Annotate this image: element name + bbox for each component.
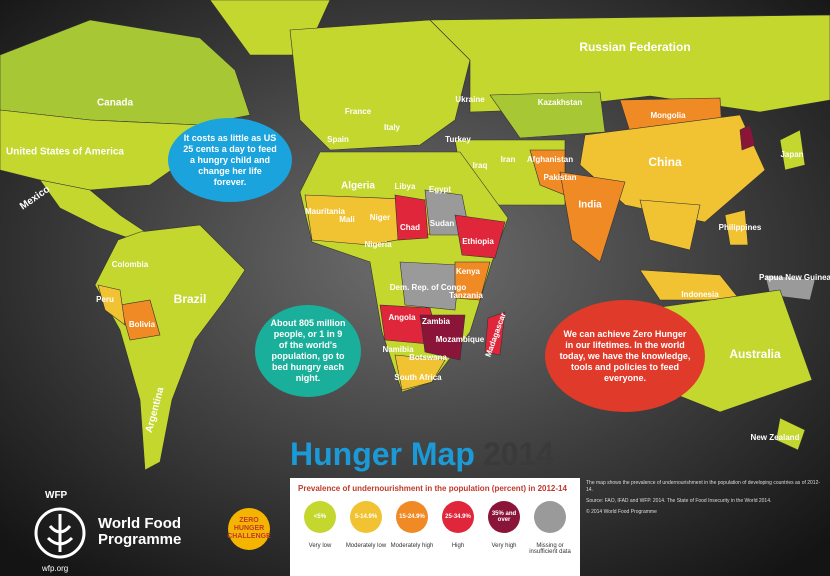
title: Hunger Map 2014 — [290, 436, 554, 473]
logo-emblem — [34, 507, 86, 559]
country-label: Philippines — [719, 223, 762, 232]
country-label: Brazil — [174, 292, 207, 306]
legend-swatch: 5-14.9% — [350, 501, 382, 533]
country-label: Mongolia — [650, 111, 686, 120]
country-label: Kenya — [456, 267, 481, 276]
country-label: Sudan — [430, 219, 455, 228]
legend-item: 25-34.9% High — [436, 501, 480, 555]
country-label: Spain — [327, 135, 349, 144]
legend-label: Moderately high — [390, 543, 434, 549]
country-label: Angola — [388, 313, 416, 322]
title-year: 2014 — [482, 436, 555, 472]
notes: The map shows the prevalence of undernou… — [586, 480, 826, 520]
legend: Prevalence of undernourishment in the po… — [290, 478, 580, 576]
country-label: Turkey — [445, 135, 471, 144]
country-label: Papua New Guinea — [759, 273, 830, 282]
country-label: Mauritania — [305, 207, 346, 216]
legend-item: <5% Very low — [298, 501, 342, 555]
country-label: Afghanistan — [527, 155, 573, 164]
country-label: Indonesia — [681, 290, 719, 299]
country-label: Tanzania — [449, 291, 483, 300]
legend-label: Very high — [491, 543, 517, 549]
country-label: Japan — [780, 150, 803, 159]
country-label: Botswana — [409, 353, 447, 362]
country-label: Bolivia — [129, 320, 156, 329]
country-label: Iraq — [473, 161, 488, 170]
country-label: Mali — [339, 215, 355, 224]
zero-hunger-badge: ZERO HUNGER CHALLENGE — [227, 508, 271, 550]
legend-item: 5-14.9% Moderately low — [344, 501, 388, 555]
country-label: Canada — [97, 98, 134, 109]
country-label: Ethiopia — [462, 237, 494, 246]
country-label: Egypt — [429, 185, 452, 194]
country-label: Mozambique — [436, 335, 485, 344]
country-label: Nigeria — [364, 240, 392, 249]
country-label: Ukraine — [455, 95, 485, 104]
callout: It costs as little as US 25 cents a day … — [168, 118, 292, 202]
country-label: Australia — [729, 347, 781, 361]
legend-items: <5% Very low 5-14.9% Moderately low 15-24.9%… — [298, 501, 572, 555]
country-label: China — [648, 155, 682, 169]
country-label: Italy — [384, 123, 401, 132]
legend-swatch: 25-34.9% — [442, 501, 474, 533]
country-label: Chad — [400, 223, 420, 232]
logo: WFP World Food Programme wfp.org — [30, 490, 220, 573]
country-label: Zambia — [422, 317, 451, 326]
country-label: India — [578, 200, 602, 211]
legend-item: 15-24.9% Moderately high — [390, 501, 434, 555]
note: © 2014 World Food Programme — [586, 509, 657, 515]
country-label: South Africa — [394, 373, 442, 382]
logo-acronym: WFP — [45, 490, 68, 501]
country-label: Dem. Rep. of Congo — [390, 283, 467, 292]
badge-text: HUNGER — [233, 525, 265, 532]
logo-url: wfp.org — [42, 564, 69, 573]
legend-swatch: 35% and over — [488, 501, 520, 533]
badge-text: CHALLENGE — [227, 533, 271, 540]
legend-label: Missing or insufficient data — [529, 543, 571, 555]
note: The map shows the prevalence of undernou… — [586, 480, 821, 493]
callout: We can achieve Zero Hunger in our lifeti… — [545, 300, 705, 412]
country-label: Algeria — [341, 181, 375, 192]
callout: About 805 million people, or 1 in 9 of t… — [255, 305, 361, 397]
country-label: Russian Federation — [579, 40, 690, 54]
legend-label: Moderately low — [345, 543, 387, 549]
country-label: Namibia — [382, 345, 414, 354]
country-label: Colombia — [112, 260, 149, 269]
legend-swatch — [534, 501, 566, 533]
note: Source: FAO, IFAD and WFP. 2014. The Sta… — [586, 498, 772, 504]
logo-name: World Food Programme — [98, 515, 182, 548]
country-label: Libya — [395, 182, 416, 191]
land — [0, 0, 830, 471]
country-label: Niger — [370, 213, 390, 222]
country-label: Iran — [501, 155, 516, 164]
legend-swatch: 15-24.9% — [396, 501, 428, 533]
country-label: France — [345, 107, 372, 116]
country-label: Pakistan — [544, 173, 577, 182]
country-label: New Zealand — [751, 433, 800, 442]
legend-label: High — [451, 543, 465, 549]
country-label: United States of America — [6, 147, 124, 158]
badge-text: ZERO — [239, 517, 259, 524]
legend-swatch: <5% — [304, 501, 336, 533]
country-label: Peru — [96, 295, 114, 304]
legend-item: Missing or insufficient data — [528, 501, 572, 555]
legend-title: Prevalence of undernourishment in the po… — [298, 484, 567, 493]
legend-label: Very low — [308, 543, 332, 549]
country-label: Kazakhstan — [538, 98, 583, 107]
legend-item: 35% and over Very high — [482, 501, 526, 555]
title-main: Hunger Map — [290, 436, 475, 472]
